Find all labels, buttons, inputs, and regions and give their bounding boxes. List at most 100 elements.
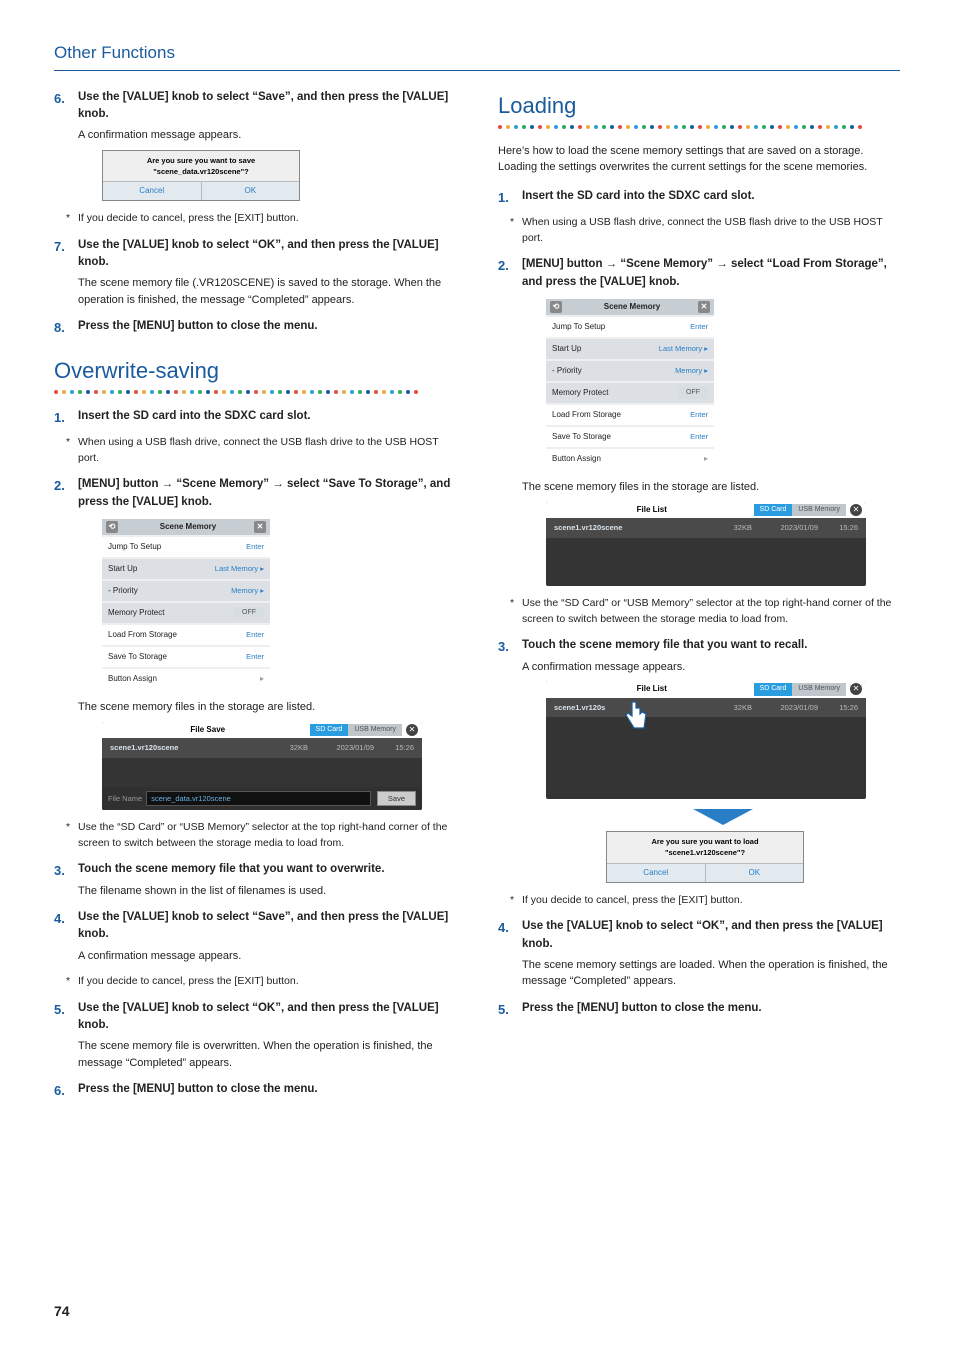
step-item: 5. Use the [VALUE] knob to select “OK”, …: [54, 1000, 456, 1072]
close-icon[interactable]: ✕: [698, 301, 710, 313]
close-icon[interactable]: ✕: [850, 504, 862, 516]
panel-row[interactable]: Jump To SetupEnter: [102, 537, 270, 557]
note-text: If you decide to cancel, press the [EXIT…: [522, 894, 743, 906]
step-number: 7.: [54, 237, 65, 257]
note: *If you decide to cancel, press the [EXI…: [54, 211, 456, 227]
filename-input[interactable]: scene_data.vr120scene: [146, 791, 371, 806]
panel-row[interactable]: Start UpLast Memory ▸: [546, 339, 714, 359]
step-heading: [MENU] button → “Scene Memory” → select …: [78, 476, 456, 511]
step-number: 4.: [54, 909, 65, 929]
panel-row[interactable]: Jump To SetupEnter: [546, 317, 714, 337]
step-body: The scene memory files in the storage ar…: [78, 699, 456, 716]
note-text: When using a USB flash drive, connect th…: [78, 436, 438, 464]
scene-memory-panel: ⟲Scene Memory✕Jump To SetupEnterStart Up…: [546, 299, 714, 470]
note: *When using a USB flash drive, connect t…: [498, 215, 900, 247]
file-list: File ListSD CardUSB Memory✕scene1.vr120s…: [546, 502, 866, 586]
step-number: 2.: [498, 256, 509, 276]
step-heading: Insert the SD card into the SDXC card sl…: [78, 408, 456, 425]
note: *If you decide to cancel, press the [EXI…: [54, 974, 456, 990]
file-save-list: File SaveSD CardUSB Memory✕scene1.vr120s…: [102, 722, 422, 810]
step-item: 4. Use the [VALUE] knob to select “Save”…: [54, 909, 456, 964]
step-number: 2.: [54, 476, 65, 496]
step-number: 3.: [54, 861, 65, 881]
ok-button[interactable]: OK: [706, 864, 804, 882]
cancel-button[interactable]: Cancel: [607, 864, 706, 882]
step-heading: [MENU] button → “Scene Memory” → select …: [522, 256, 900, 291]
note: *If you decide to cancel, press the [EXI…: [498, 893, 900, 909]
tab-usb-memory[interactable]: USB Memory: [348, 724, 402, 737]
step-heading: Touch the scene memory file that you wan…: [78, 861, 456, 878]
step-heading: Touch the scene memory file that you wan…: [522, 637, 900, 654]
step-body: A confirmation message appears.: [522, 659, 900, 676]
step-heading: Press the [MENU] button to close the men…: [522, 1000, 900, 1017]
step-number: 8.: [54, 318, 65, 338]
file-row[interactable]: scene1.vr120scene32KB2023/01/0915:26: [102, 738, 422, 757]
file-row[interactable]: scene1.vr120s32KB2023/01/0915:26: [546, 698, 866, 717]
close-icon[interactable]: ✕: [850, 683, 862, 695]
step-heading: Use the [VALUE] knob to select “Save”, a…: [78, 909, 456, 944]
step-number: 4.: [498, 918, 509, 938]
confirm-dialog: Are you sure you want to load "scene1.vr…: [606, 831, 804, 883]
step-heading: Use the [VALUE] knob to select “OK”, and…: [78, 237, 456, 272]
file-row[interactable]: scene1.vr120scene32KB2023/01/0915:26: [546, 518, 866, 537]
close-icon[interactable]: ✕: [254, 521, 266, 533]
step-item: 2. [MENU] button → “Scene Memory” → sele…: [498, 256, 900, 586]
panel-row[interactable]: Memory ProtectOFF: [102, 603, 270, 624]
page-number: 74: [54, 1301, 70, 1322]
step-item: 2. [MENU] button → “Scene Memory” → sele…: [54, 476, 456, 810]
step-body: The scene memory file is overwritten. Wh…: [78, 1038, 456, 1071]
panel-row[interactable]: - PriorityMemory ▸: [546, 361, 714, 381]
note: *Use the “SD Card” or “USB Memory” selec…: [54, 820, 456, 852]
panel-row[interactable]: Button Assign▸: [102, 669, 270, 689]
ok-button[interactable]: OK: [202, 182, 300, 200]
step-number: 1.: [54, 408, 65, 428]
step-body: The scene memory settings are loaded. Wh…: [522, 957, 900, 990]
tab-usb-memory[interactable]: USB Memory: [792, 683, 846, 696]
save-button[interactable]: Save: [377, 791, 416, 806]
page-header: Other Functions: [54, 40, 900, 71]
note-text: Use the “SD Card” or “USB Memory” select…: [522, 597, 891, 625]
step-item: 8. Press the [MENU] button to close the …: [54, 318, 456, 335]
note-text: If you decide to cancel, press the [EXIT…: [78, 975, 299, 987]
step-heading: Use the [VALUE] knob to select “Save”, a…: [78, 89, 456, 124]
note-text: Use the “SD Card” or “USB Memory” select…: [78, 821, 447, 849]
tab-sd-card[interactable]: SD Card: [310, 724, 349, 737]
step-heading: Use the [VALUE] knob to select “OK”, and…: [522, 918, 900, 953]
close-icon[interactable]: ✕: [406, 724, 418, 736]
panel-row[interactable]: Load From StorageEnter: [546, 405, 714, 425]
cancel-button[interactable]: Cancel: [103, 182, 202, 200]
tab-sd-card[interactable]: SD Card: [754, 683, 793, 696]
tab-sd-card[interactable]: SD Card: [754, 504, 793, 517]
step-body: A confirmation message appears.: [78, 127, 456, 144]
step-item: 3. Touch the scene memory file that you …: [54, 861, 456, 899]
step-item: 3. Touch the scene memory file that you …: [498, 637, 900, 882]
panel-row[interactable]: Start UpLast Memory ▸: [102, 559, 270, 579]
step-heading: Use the [VALUE] knob to select “OK”, and…: [78, 1000, 456, 1035]
arrow-down-icon: [693, 809, 753, 825]
section-title-loading: Loading: [498, 89, 900, 122]
step-number: 3.: [498, 637, 509, 657]
panel-row[interactable]: - PriorityMemory ▸: [102, 581, 270, 601]
step-heading: Press the [MENU] button to close the men…: [78, 1081, 456, 1098]
note-text: When using a USB flash drive, connect th…: [522, 216, 882, 244]
panel-row[interactable]: Save To StorageEnter: [546, 427, 714, 447]
panel-row[interactable]: Memory ProtectOFF: [546, 383, 714, 404]
pointer-icon: [622, 700, 650, 734]
step-item: 6. Press the [MENU] button to close the …: [54, 1081, 456, 1098]
step-body: The scene memory files in the storage ar…: [522, 479, 900, 496]
panel-row[interactable]: Button Assign▸: [546, 449, 714, 469]
tab-usb-memory[interactable]: USB Memory: [792, 504, 846, 517]
panel-row[interactable]: Load From StorageEnter: [102, 625, 270, 645]
step-number: 6.: [54, 89, 65, 109]
back-icon[interactable]: ⟲: [106, 521, 118, 533]
step-body: The scene memory file (.VR120SCENE) is s…: [78, 275, 456, 308]
step-number: 1.: [498, 188, 509, 208]
panel-row[interactable]: Save To StorageEnter: [102, 647, 270, 667]
back-icon[interactable]: ⟲: [550, 301, 562, 313]
dot-separator: [498, 124, 900, 133]
scene-memory-panel: ⟲Scene Memory✕Jump To SetupEnterStart Up…: [102, 519, 270, 690]
step-item: 5. Press the [MENU] button to close the …: [498, 1000, 900, 1017]
confirm-dialog: Are you sure you want to save "scene_dat…: [102, 150, 300, 202]
note-text: If you decide to cancel, press the [EXIT…: [78, 212, 299, 224]
file-list-with-cursor: File ListSD CardUSB Memory✕scene1.vr120s…: [546, 681, 866, 799]
